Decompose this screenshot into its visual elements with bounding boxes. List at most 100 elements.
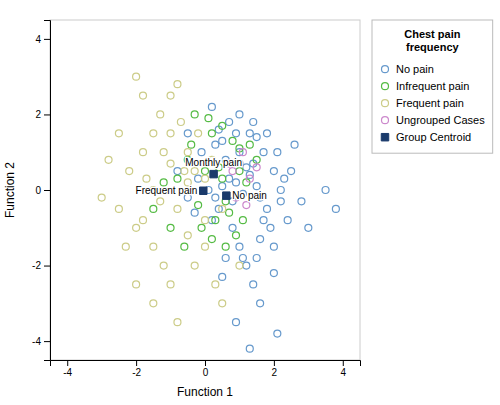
x-axis-title: Function 1 bbox=[177, 385, 233, 399]
centroid bbox=[200, 187, 207, 194]
point bbox=[188, 141, 195, 148]
point bbox=[122, 243, 129, 250]
point bbox=[322, 187, 329, 194]
point bbox=[270, 168, 277, 175]
point bbox=[250, 119, 257, 126]
series bbox=[98, 73, 243, 326]
point bbox=[277, 187, 284, 194]
point bbox=[298, 198, 305, 205]
point bbox=[174, 168, 181, 175]
x-axis-tick-label: -2 bbox=[132, 367, 141, 378]
point bbox=[281, 175, 288, 182]
point bbox=[274, 149, 281, 156]
point bbox=[274, 330, 281, 337]
point bbox=[260, 149, 267, 156]
point bbox=[229, 224, 236, 231]
point bbox=[150, 130, 157, 137]
point bbox=[181, 168, 188, 175]
legend-item: Ungrouped Cases bbox=[382, 114, 486, 126]
x-axis-tick-mark bbox=[67, 360, 68, 366]
legend-title: Chest painfrequency bbox=[404, 28, 461, 53]
point bbox=[212, 194, 219, 201]
point bbox=[105, 156, 112, 163]
x-axis-tick: 0 bbox=[203, 360, 209, 378]
point bbox=[233, 232, 240, 239]
point bbox=[253, 164, 260, 171]
centroid bbox=[223, 192, 230, 199]
point bbox=[157, 111, 164, 118]
x-axis-line bbox=[51, 361, 361, 367]
point bbox=[246, 141, 253, 148]
point bbox=[184, 130, 191, 137]
point bbox=[167, 224, 174, 231]
point bbox=[167, 160, 174, 167]
point bbox=[198, 224, 205, 231]
point bbox=[250, 281, 257, 288]
legend-label: No pain bbox=[396, 63, 434, 75]
x-axis-tick-mark bbox=[274, 360, 275, 366]
point bbox=[229, 137, 236, 144]
annotation: Monthly pain bbox=[185, 157, 242, 168]
legend-item: Infrequent pain bbox=[382, 80, 470, 92]
point bbox=[195, 175, 202, 182]
point bbox=[191, 111, 198, 118]
point bbox=[133, 224, 140, 231]
legend: Chest painfrequency No pain Infrequent pai… bbox=[372, 20, 493, 153]
point bbox=[243, 164, 250, 171]
point bbox=[160, 262, 167, 269]
point bbox=[160, 149, 167, 156]
point bbox=[98, 194, 105, 201]
point bbox=[212, 281, 219, 288]
point bbox=[219, 137, 226, 144]
point bbox=[115, 130, 122, 137]
y-axis-tick-label: -2 bbox=[32, 260, 41, 271]
y-axis-tick: -4 bbox=[32, 336, 50, 347]
point bbox=[167, 281, 174, 288]
point bbox=[226, 119, 233, 126]
y-axis-tick-label: 2 bbox=[35, 109, 41, 120]
point bbox=[191, 262, 198, 269]
point bbox=[202, 175, 209, 182]
point bbox=[174, 319, 181, 326]
point bbox=[226, 209, 233, 216]
x-axis-tick-mark bbox=[343, 360, 344, 366]
annotation: No pain bbox=[232, 190, 266, 201]
point bbox=[115, 205, 122, 212]
legend-title-line: frequency bbox=[406, 41, 459, 53]
y-axis-tick-label: 0 bbox=[35, 185, 41, 196]
y-axis-tick-mark bbox=[44, 114, 50, 115]
chart: -4-2024-4-2024Function 1Function 2Freque… bbox=[0, 0, 500, 405]
point bbox=[236, 243, 243, 250]
point bbox=[253, 156, 260, 163]
point bbox=[246, 130, 253, 137]
point bbox=[202, 243, 209, 250]
point bbox=[239, 217, 246, 224]
point bbox=[246, 345, 253, 352]
point bbox=[264, 130, 271, 137]
point bbox=[174, 81, 181, 88]
legend-marker bbox=[382, 117, 389, 124]
point bbox=[264, 205, 271, 212]
point bbox=[239, 255, 246, 262]
legend-label: Group Centroid bbox=[396, 131, 471, 143]
point bbox=[219, 122, 226, 129]
x-axis-tick: 2 bbox=[272, 360, 278, 378]
point bbox=[253, 255, 260, 262]
point bbox=[305, 224, 312, 231]
point bbox=[174, 205, 181, 212]
legend-marker bbox=[382, 100, 389, 107]
point bbox=[167, 130, 174, 137]
point bbox=[212, 141, 219, 148]
x-axis-tick-mark bbox=[136, 360, 137, 366]
point bbox=[257, 300, 264, 307]
point bbox=[150, 243, 157, 250]
y-axis-line bbox=[44, 21, 51, 361]
legend-title-line: Chest pain bbox=[404, 28, 461, 40]
point bbox=[202, 217, 209, 224]
point bbox=[202, 168, 209, 175]
series bbox=[150, 111, 260, 250]
point bbox=[253, 183, 260, 190]
point bbox=[150, 300, 157, 307]
y-axis-tick: 0 bbox=[35, 185, 50, 196]
y-axis-tick-label: 4 bbox=[35, 34, 41, 45]
